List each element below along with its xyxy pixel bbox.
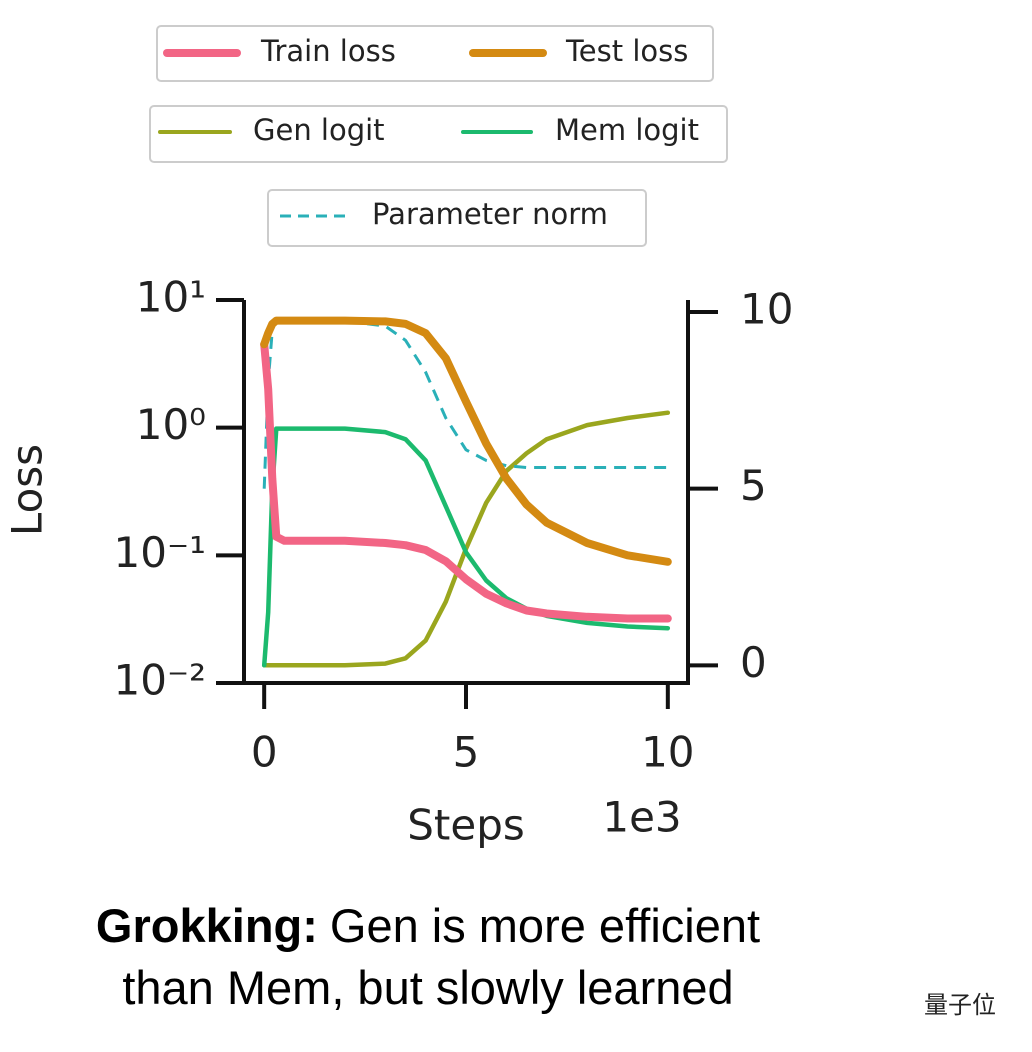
series-line: [261, 410, 671, 668]
caption: Grokking:: [96, 899, 318, 952]
legend-label: Parameter norm: [372, 197, 608, 231]
caption-line: Gen is more efficient: [330, 899, 760, 952]
x-tick-label: 0: [251, 728, 278, 777]
caption-line: than Mem, but slowly learned: [122, 961, 733, 1014]
x-tick-label: 10: [641, 728, 694, 777]
y-tick-label: 10⁻²: [114, 656, 206, 705]
legend-label: Train loss: [260, 34, 396, 68]
series-line: [260, 316, 672, 566]
legend-label: Test loss: [565, 34, 688, 68]
legend-label: Mem logit: [555, 113, 699, 147]
series-line: [260, 340, 672, 623]
x-offset-label: 1e3: [602, 793, 681, 842]
y2-tick-label: 5: [740, 461, 767, 510]
y2-tick-label: 0: [740, 638, 767, 687]
watermark: 量子位: [924, 991, 996, 1019]
legend-box: [149, 105, 728, 163]
x-tick-label: 5: [453, 728, 480, 777]
legend-box: [156, 25, 714, 82]
y-axis-label: Loss: [3, 444, 52, 536]
y-tick-label: 10⁻¹: [114, 528, 206, 577]
caption-bold: Grokking:: [96, 899, 318, 952]
legend-label: Gen logit: [253, 113, 385, 147]
y-tick-label: 10¹: [136, 273, 206, 322]
y2-tick-label: 10: [740, 285, 793, 334]
x-axis-label: Steps: [407, 801, 525, 850]
legend-box: [267, 189, 647, 247]
caption-text: Gen is more efficient than Mem, but slowl…: [122, 899, 760, 1014]
y-tick-label: 10⁰: [136, 400, 206, 449]
